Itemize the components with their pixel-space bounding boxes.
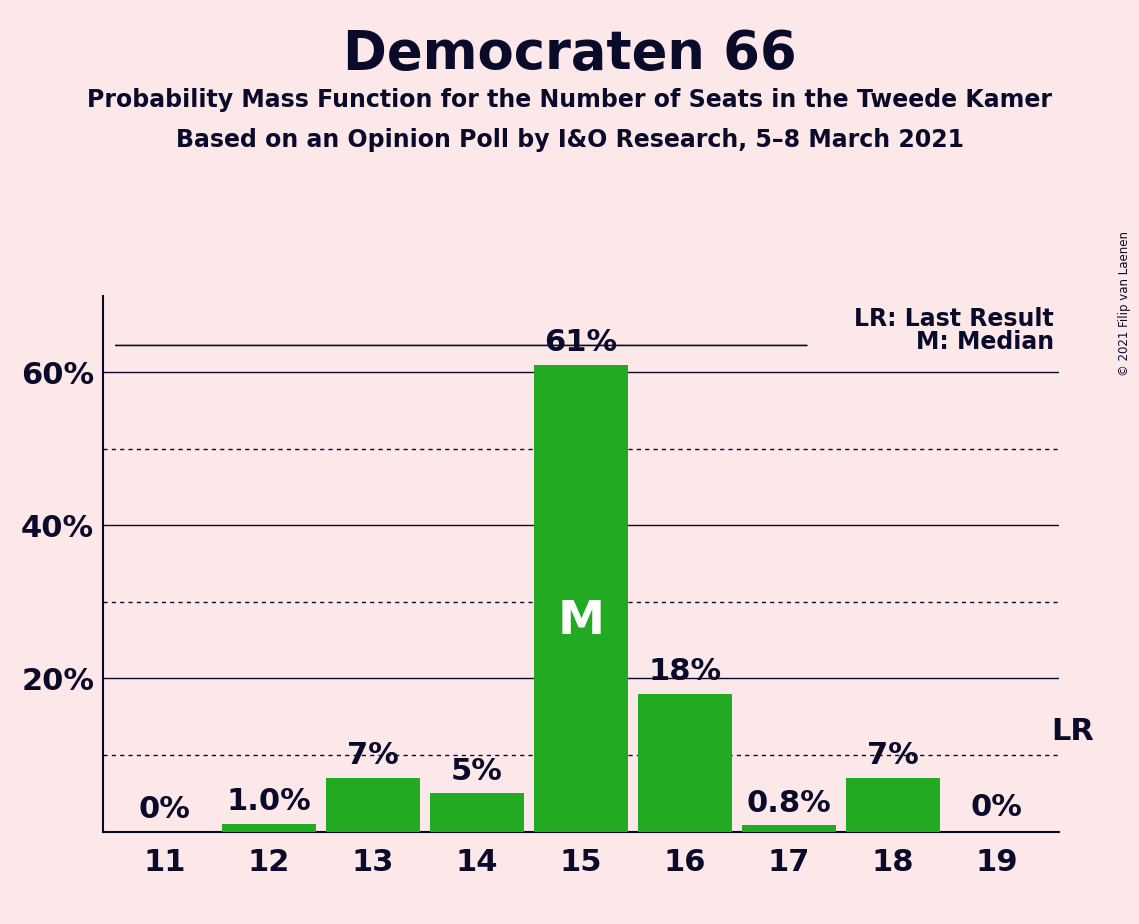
Text: 0%: 0% (970, 794, 1023, 822)
Text: LR: LR (1051, 717, 1093, 746)
Bar (846, 778, 940, 832)
Text: 18%: 18% (648, 657, 721, 687)
Bar (638, 694, 731, 832)
Text: Probability Mass Function for the Number of Seats in the Tweede Kamer: Probability Mass Function for the Number… (87, 88, 1052, 112)
Text: 0.8%: 0.8% (746, 789, 831, 818)
Text: Based on an Opinion Poll by I&O Research, 5–8 March 2021: Based on an Opinion Poll by I&O Research… (175, 128, 964, 152)
Text: LR: Last Result: LR: Last Result (854, 307, 1054, 331)
Bar (534, 365, 628, 832)
Bar (431, 794, 524, 832)
Bar (222, 824, 316, 832)
Text: M: M (557, 599, 605, 644)
Text: 0%: 0% (139, 795, 191, 824)
Text: 7%: 7% (347, 741, 399, 771)
Text: © 2021 Filip van Laenen: © 2021 Filip van Laenen (1118, 231, 1131, 376)
Text: Democraten 66: Democraten 66 (343, 28, 796, 79)
Bar (326, 778, 419, 832)
Text: 61%: 61% (544, 328, 617, 357)
Text: M: Median: M: Median (916, 330, 1054, 354)
Text: 7%: 7% (867, 741, 919, 771)
Bar (743, 825, 836, 832)
Text: 5%: 5% (451, 757, 502, 785)
Text: 1.0%: 1.0% (227, 787, 311, 816)
